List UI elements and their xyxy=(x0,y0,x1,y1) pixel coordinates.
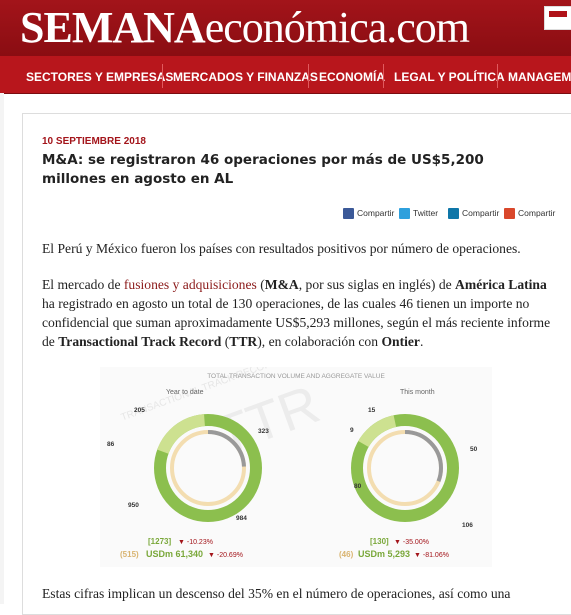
text: ), en colaboración con xyxy=(257,334,382,349)
nav-bar: SECTORES Y EMPRESAS MERCADOS Y FINANZAS … xyxy=(0,56,571,94)
share-linkedin[interactable]: Compartir xyxy=(448,208,500,220)
inner-segment xyxy=(367,430,443,506)
masthead: SEMANAeconómica.com xyxy=(0,0,571,56)
logo-part: SEMANA xyxy=(20,3,206,52)
nav-item[interactable]: ECONOMÍA xyxy=(319,70,385,84)
donut-label: 984 xyxy=(236,515,247,522)
bold-text: M&A xyxy=(264,277,299,292)
lead-paragraph: El Perú y México fueron los países con r… xyxy=(42,241,521,256)
donut-label: 323 xyxy=(258,428,269,435)
text: ha registrado en agosto un total de 130 … xyxy=(42,296,551,349)
donut-label: 50 xyxy=(470,446,478,453)
donut-label: 950 xyxy=(128,502,139,509)
bold-text: América Latina xyxy=(455,277,547,292)
nav-item[interactable]: SECTORES Y EMPRESAS xyxy=(26,70,174,84)
share-facebook[interactable]: Compartir xyxy=(343,208,395,220)
inner-segment xyxy=(170,430,246,506)
article-title: M&A: se registraron 46 operaciones por m… xyxy=(42,152,484,187)
donut-right xyxy=(351,414,459,522)
deals: [130] xyxy=(370,537,389,546)
nav-divider xyxy=(383,64,384,88)
value: USDm 61,340 xyxy=(146,549,203,559)
nav-divider xyxy=(497,64,498,88)
donut-label: 106 xyxy=(462,522,473,529)
nav-item[interactable]: LEGAL Y POLÍTICA xyxy=(394,70,505,84)
ring xyxy=(154,414,262,522)
text: El mercado de xyxy=(42,277,124,292)
infographic-title: TOTAL TRANSACTION VOLUME AND AGGREGATE V… xyxy=(207,373,385,380)
text: . xyxy=(419,334,424,349)
donut-left xyxy=(154,413,262,522)
bold-text: TTR xyxy=(229,334,258,349)
deals-change: ▼ -35.00% xyxy=(394,539,429,546)
text: ( xyxy=(221,334,230,349)
article-date: 10 SEPTIEMBRE 2018 xyxy=(42,136,146,147)
nav-item[interactable]: MERCADOS Y FINANZAS xyxy=(173,70,318,84)
share-label: Compartir xyxy=(357,208,395,218)
value: USDm 5,293 xyxy=(358,549,410,559)
share-twitter[interactable]: Twitter xyxy=(399,208,439,220)
panel-label: Year to date xyxy=(166,389,204,396)
ring-segment xyxy=(154,413,262,522)
nav-divider xyxy=(308,64,309,88)
nav-divider xyxy=(162,64,163,88)
logo[interactable]: SEMANAeconómica.com xyxy=(20,2,470,53)
value-change: ▼ -20.69% xyxy=(208,552,243,559)
link[interactable]: fusiones y adquisiciones xyxy=(123,277,257,292)
donut-label: 205 xyxy=(134,407,145,414)
deals: [1273] xyxy=(148,537,171,546)
infographic: TTR TRANSACTIONAL TRACK RECORD TOTAL TRA… xyxy=(100,367,492,567)
panel-label: This month xyxy=(400,389,435,396)
count: (515) xyxy=(120,550,139,559)
count: (46) xyxy=(339,550,354,559)
donut-label: 15 xyxy=(368,407,376,414)
donut-label: 86 xyxy=(107,441,115,448)
share-google[interactable]: Compartir xyxy=(504,208,556,220)
text: , por sus siglas en inglés) de xyxy=(298,277,456,292)
donut-label: 9 xyxy=(350,427,354,434)
bold-text: Ontier xyxy=(381,334,420,349)
logo-part: económica.com xyxy=(204,3,470,52)
share-label: Twitter xyxy=(413,208,439,218)
nav-item[interactable]: MANAGEMENT xyxy=(508,70,571,84)
text: ( xyxy=(256,277,265,292)
share-label: Compartir xyxy=(462,208,500,218)
donut-label: 80 xyxy=(354,483,362,490)
side-edge xyxy=(0,93,4,604)
value-change: ▼ -81.06% xyxy=(414,552,449,559)
bold-text: Transactional Track Record xyxy=(58,334,222,349)
body-paragraph: El mercado de fusiones y adquisiciones (… xyxy=(42,275,552,351)
next-paragraph: Estas cifras implican un descenso del 35… xyxy=(42,586,511,601)
ring xyxy=(351,414,459,522)
ring-segment xyxy=(351,414,459,522)
deals-change: ▼ -10.23% xyxy=(178,539,213,546)
share-label: Compartir xyxy=(518,208,556,218)
magazine-icon[interactable] xyxy=(544,6,571,30)
